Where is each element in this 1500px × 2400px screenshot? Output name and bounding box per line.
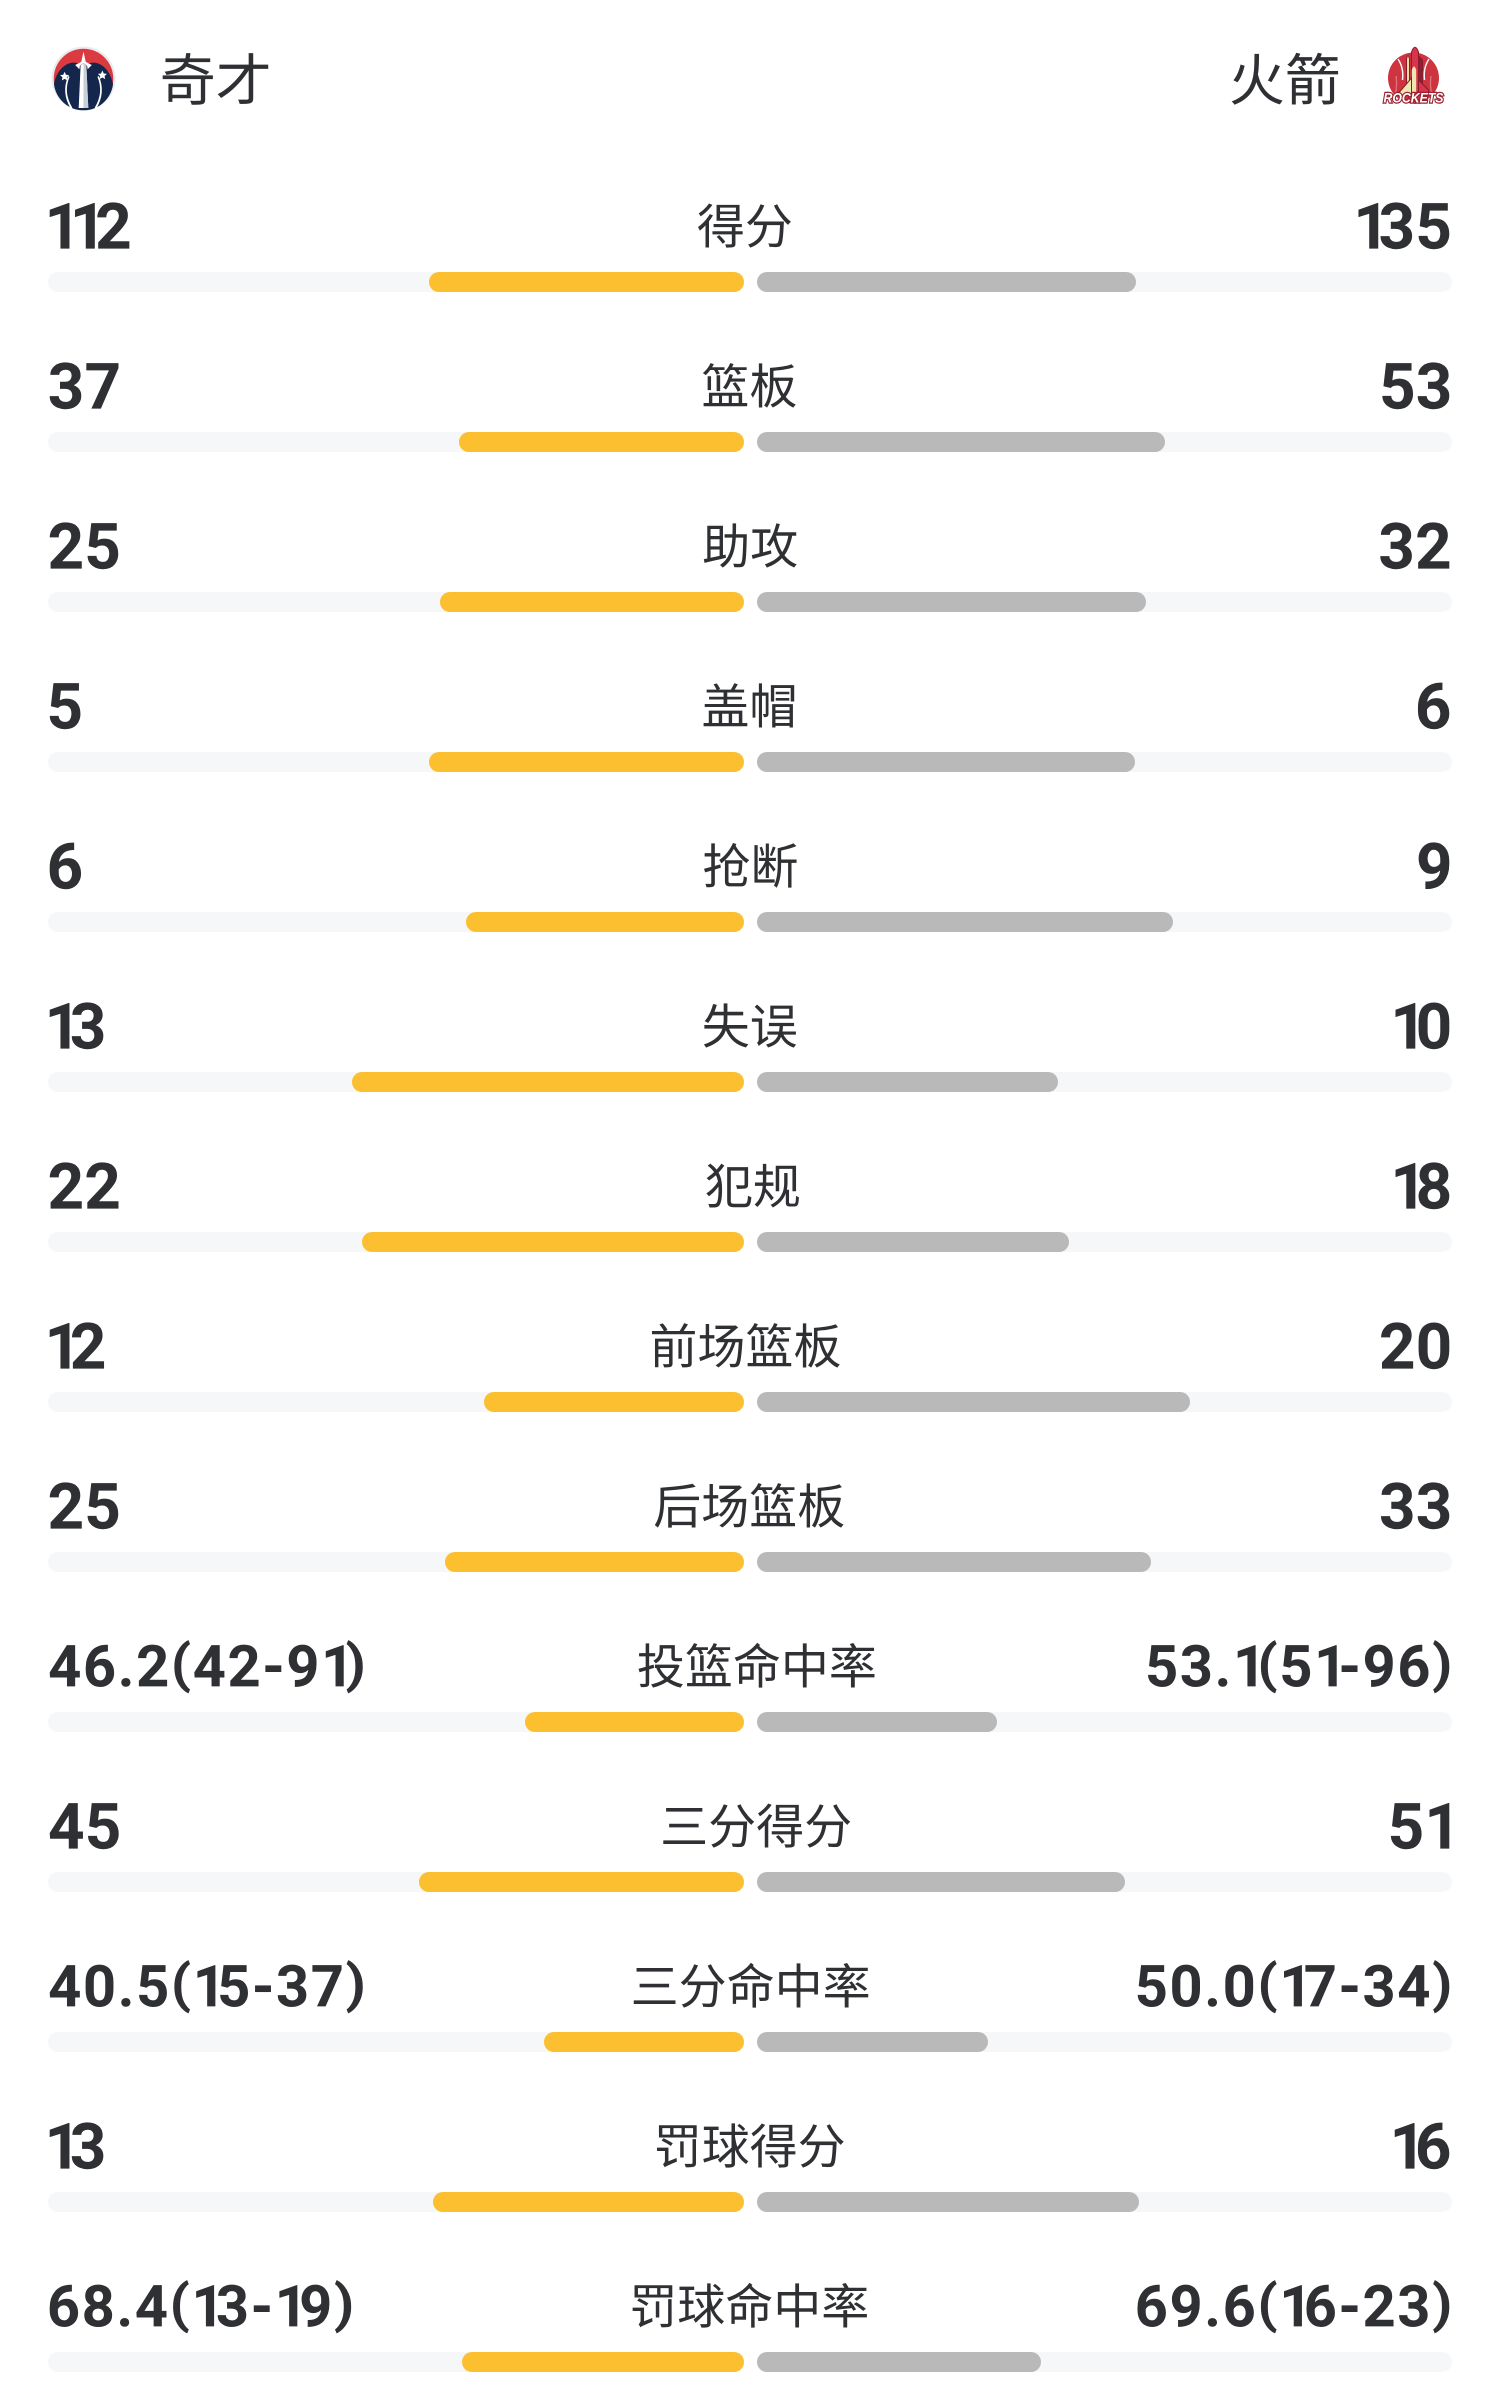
svg-text:ROCKETS: ROCKETS [1384,89,1445,105]
